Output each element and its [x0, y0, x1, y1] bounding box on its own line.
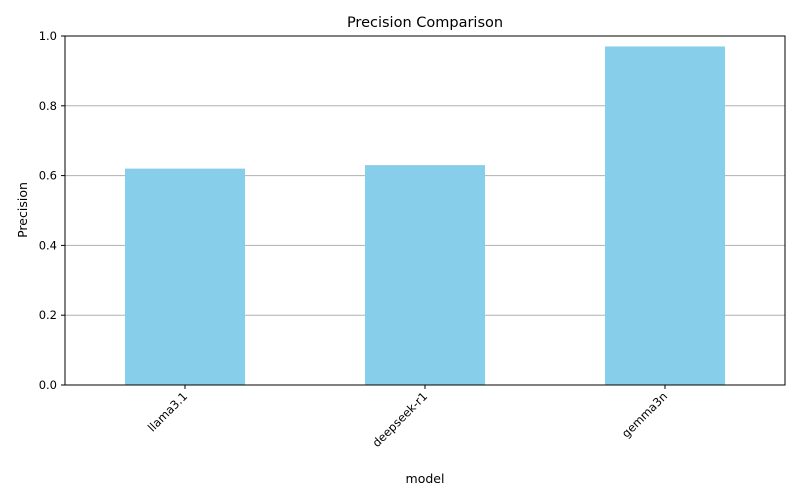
bars	[125, 46, 725, 385]
y-axis-label: Precision	[15, 182, 30, 238]
x-tick-label-deepseek-r1: deepseek-r1	[369, 389, 430, 450]
y-tick-label-1: 0.2	[39, 308, 57, 322]
y-tick-label-2: 0.4	[39, 238, 57, 252]
y-tick-label-5: 1.0	[39, 29, 57, 43]
bar-deepseek-r1	[365, 165, 485, 385]
y-tick-label-3: 0.6	[39, 169, 57, 183]
chart-title: Precision Comparison	[347, 15, 503, 31]
bar-gemma3n	[605, 46, 725, 385]
x-tick-label-gemma3n: gemma3n	[619, 389, 670, 440]
y-tick-label-4: 0.8	[39, 99, 57, 113]
x-axis-label: model	[406, 471, 445, 486]
bar-llama3.1	[125, 168, 245, 385]
plot-frame	[64, 35, 786, 386]
y-tick-label-0: 0.0	[39, 378, 57, 392]
x-tick-label-llama3.1: llama3.1	[145, 389, 190, 434]
